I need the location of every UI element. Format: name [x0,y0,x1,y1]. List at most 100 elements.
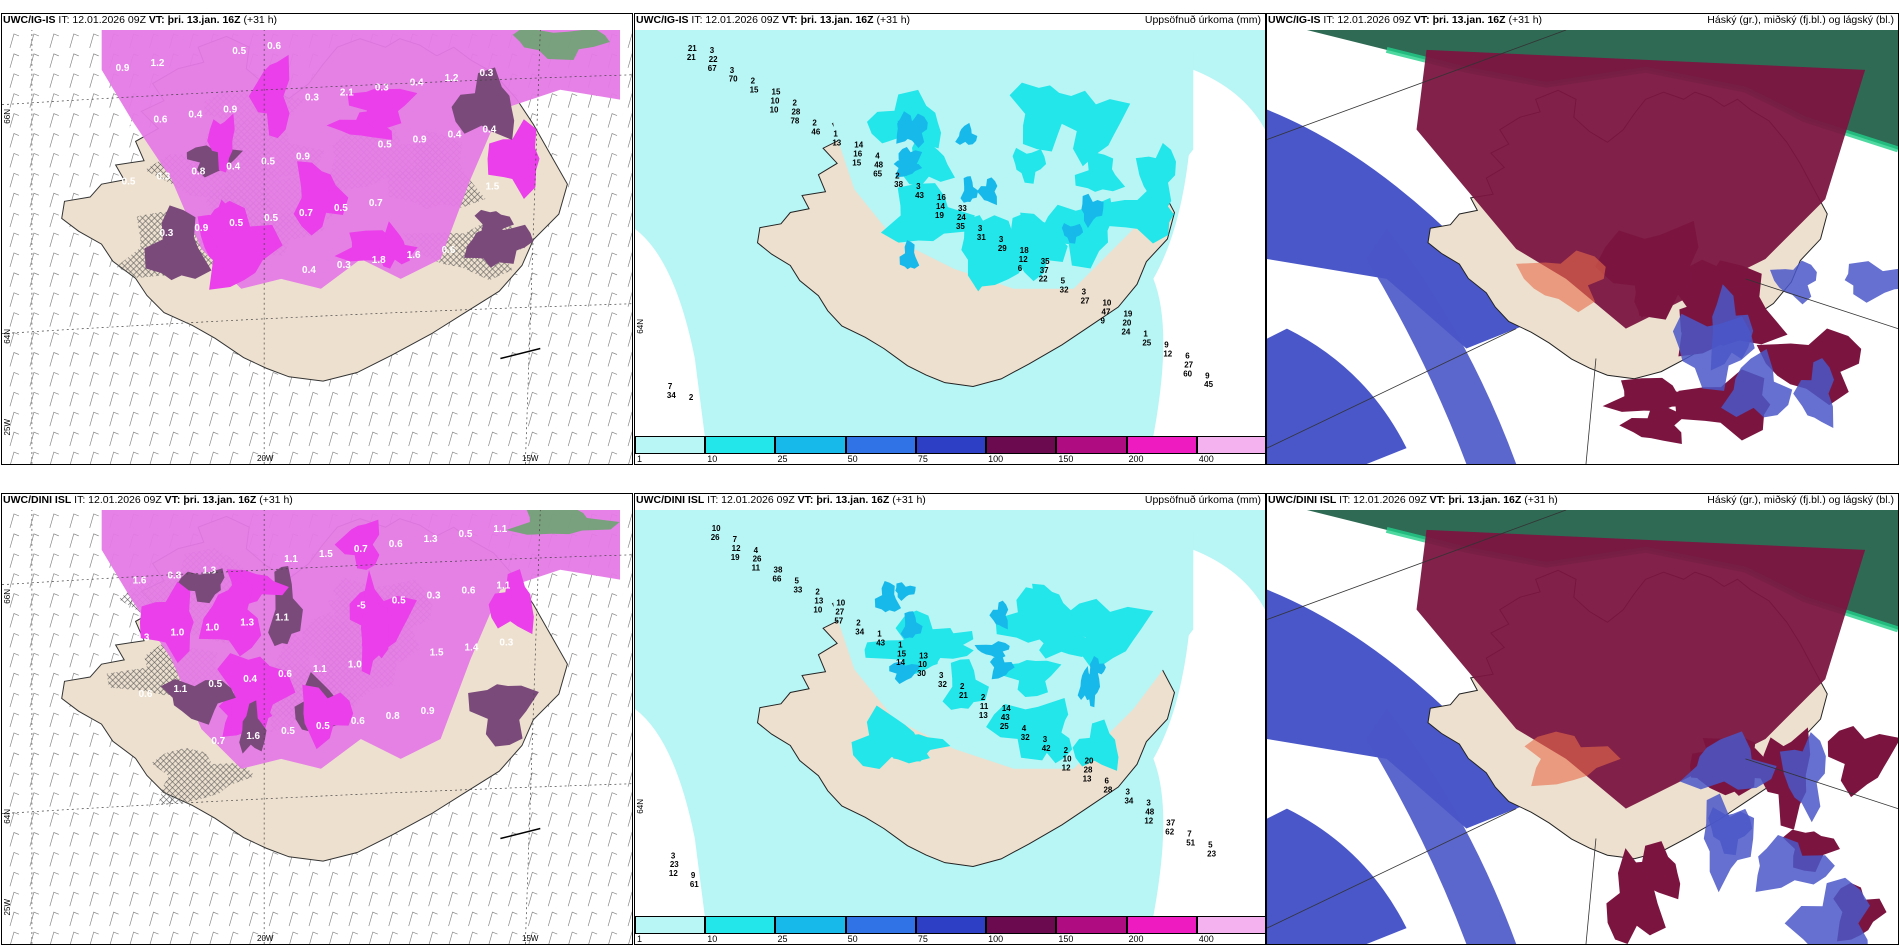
legend-tick-label: 200 [1128,934,1144,944]
snow-value-label: 0.5 [229,218,243,229]
snow-value-label: 1.1 [496,581,510,592]
snow-core [488,569,534,635]
legend-swatch [1196,916,1265,934]
snow-core [360,569,389,675]
snow-value-label: 1.5 [430,647,444,658]
precip-value-label: 12 [732,544,741,553]
legend-tick-label: 75 [917,934,928,944]
precip-value-label: 25 [1142,338,1151,347]
legend-swatch [986,436,1057,454]
snow-core [160,679,236,725]
precip-value-label: 57 [834,616,843,625]
snow-value-label: 1.1 [284,554,298,565]
snow-value-label: 0.6 [267,41,281,52]
lat-label-66n: 66N [3,589,12,604]
snow-core [302,684,354,750]
precip-value-label: 46 [811,127,820,136]
precip-value-label: 14 [936,202,945,211]
snow-value-label: 0.5 [264,213,278,224]
precip-core [977,177,998,206]
low-cloud-band [1267,808,1407,944]
snow-value-label: 1.2 [445,73,459,84]
mid-cloud-cell [1827,726,1898,798]
snow-value-label: 1.3 [240,617,254,628]
snow-value-label: 0.5 [232,46,246,57]
dry-area-west [635,709,705,916]
precip-value-label: 20 [1085,757,1094,766]
legend-tick-label: 1 [637,934,643,944]
precip-value-label: 67 [708,64,717,73]
precip-value-label: 43 [876,638,885,647]
precip-value-label: 1 [898,640,903,649]
precip-value-label: 1 [833,129,838,138]
low-cloud-cell [1793,358,1835,428]
precip-map: 21 10 15 19 6 9 60 67 78 65 35 22 24 45 70 46 38 31 32 25 34… [635,30,1265,436]
precip-value-label: 15 [897,649,906,658]
legend-swatch [775,436,846,454]
snow-value-label: 0.8 [386,711,400,722]
snow-core [203,200,283,290]
precip-core [989,600,1009,630]
snow-value-label: 0.6 [154,115,168,126]
snow-value-label: -5 [357,601,366,612]
lon-label-15w: 15W [522,934,539,943]
panel-igis-precip: UWC/IG-IS IT: 12.01.2026 09Z VT: þri. 13… [634,13,1266,465]
panel-dini-snow: UWC/DINI ISL IT: 12.01.2026 09Z VT: þri.… [1,493,633,945]
snow-core [144,205,212,281]
precip-value-label: 3 [939,671,944,680]
snow-value-label: 1.1 [275,612,289,623]
precip-value-label: 3 [1043,735,1048,744]
precip-value-label: 2 [751,77,756,86]
snow-value-label: 2.1 [340,88,354,99]
precip-value-label: 2 [895,171,900,180]
precip-value-label: 7 [733,535,738,544]
precip-value-label: 2 [981,693,986,702]
lon-label-20w: 20W [257,934,274,943]
legend-tick-label: 25 [777,934,788,944]
snow-value-label: 0.5 [316,721,330,732]
precip-value-label: 14 [896,658,905,667]
snow-value-label: 0.5 [392,596,406,607]
precip-cell [1012,147,1047,184]
legend-tick-label: 1 [637,454,643,464]
precip-value-label: 3 [1146,799,1151,808]
precip-value-label: 19 [1123,310,1132,319]
precip-value-label: 62 [1165,827,1174,836]
legend-swatch [986,916,1057,934]
precip-value-label: 10 [712,524,721,533]
green-patch [506,510,620,535]
precip-value-label: 28 [1104,786,1113,795]
snow-value-label: 0.5 [378,139,392,150]
precip-value-label: 12 [1019,255,1028,264]
precip-value-label: 48 [1145,808,1154,817]
precip-cell [1039,618,1092,659]
precip-value-label: 7 [1187,829,1192,838]
precip-core [897,113,928,149]
graticule [1267,510,1898,944]
precip-value-label: 34 [667,391,676,400]
legend-tick-label: 400 [1198,934,1214,944]
legend-swatch [915,916,987,934]
precip-value-label: 14 [1002,704,1011,713]
precip-value-label: 35 [956,222,965,231]
low-cloud-cell [1672,313,1755,391]
precip-value-label: 13 [1083,775,1092,784]
precip-value-label: 34 [855,627,864,636]
snow-value-label: 1.0 [205,622,219,633]
precip-value-label: 27 [1184,360,1193,369]
snow-value-label: 1.5 [319,549,333,560]
precip-value-label: 14 [854,140,863,149]
low-cloud-cell [1679,731,1777,790]
precip-core [1061,223,1084,244]
snow-value-label: 1.3 [202,566,216,577]
dry-area-east [1153,549,1265,916]
snow-value-label: 0.4 [302,265,316,276]
precip-cell [969,215,1045,288]
precip-value-label: 5 [794,577,799,586]
snow-map: 1.3 1.1 1.0 0.9 1.1 0.8 1.3 1.1 0.8 0.5 1.6 1.0 0.6 0… [2,510,632,944]
precip-cell [1002,659,1062,697]
legend-tick-label: 25 [777,454,788,464]
snow-core [468,684,539,747]
precip-value-label: 19 [935,211,944,220]
precip-value-label: 60 [1183,369,1192,378]
